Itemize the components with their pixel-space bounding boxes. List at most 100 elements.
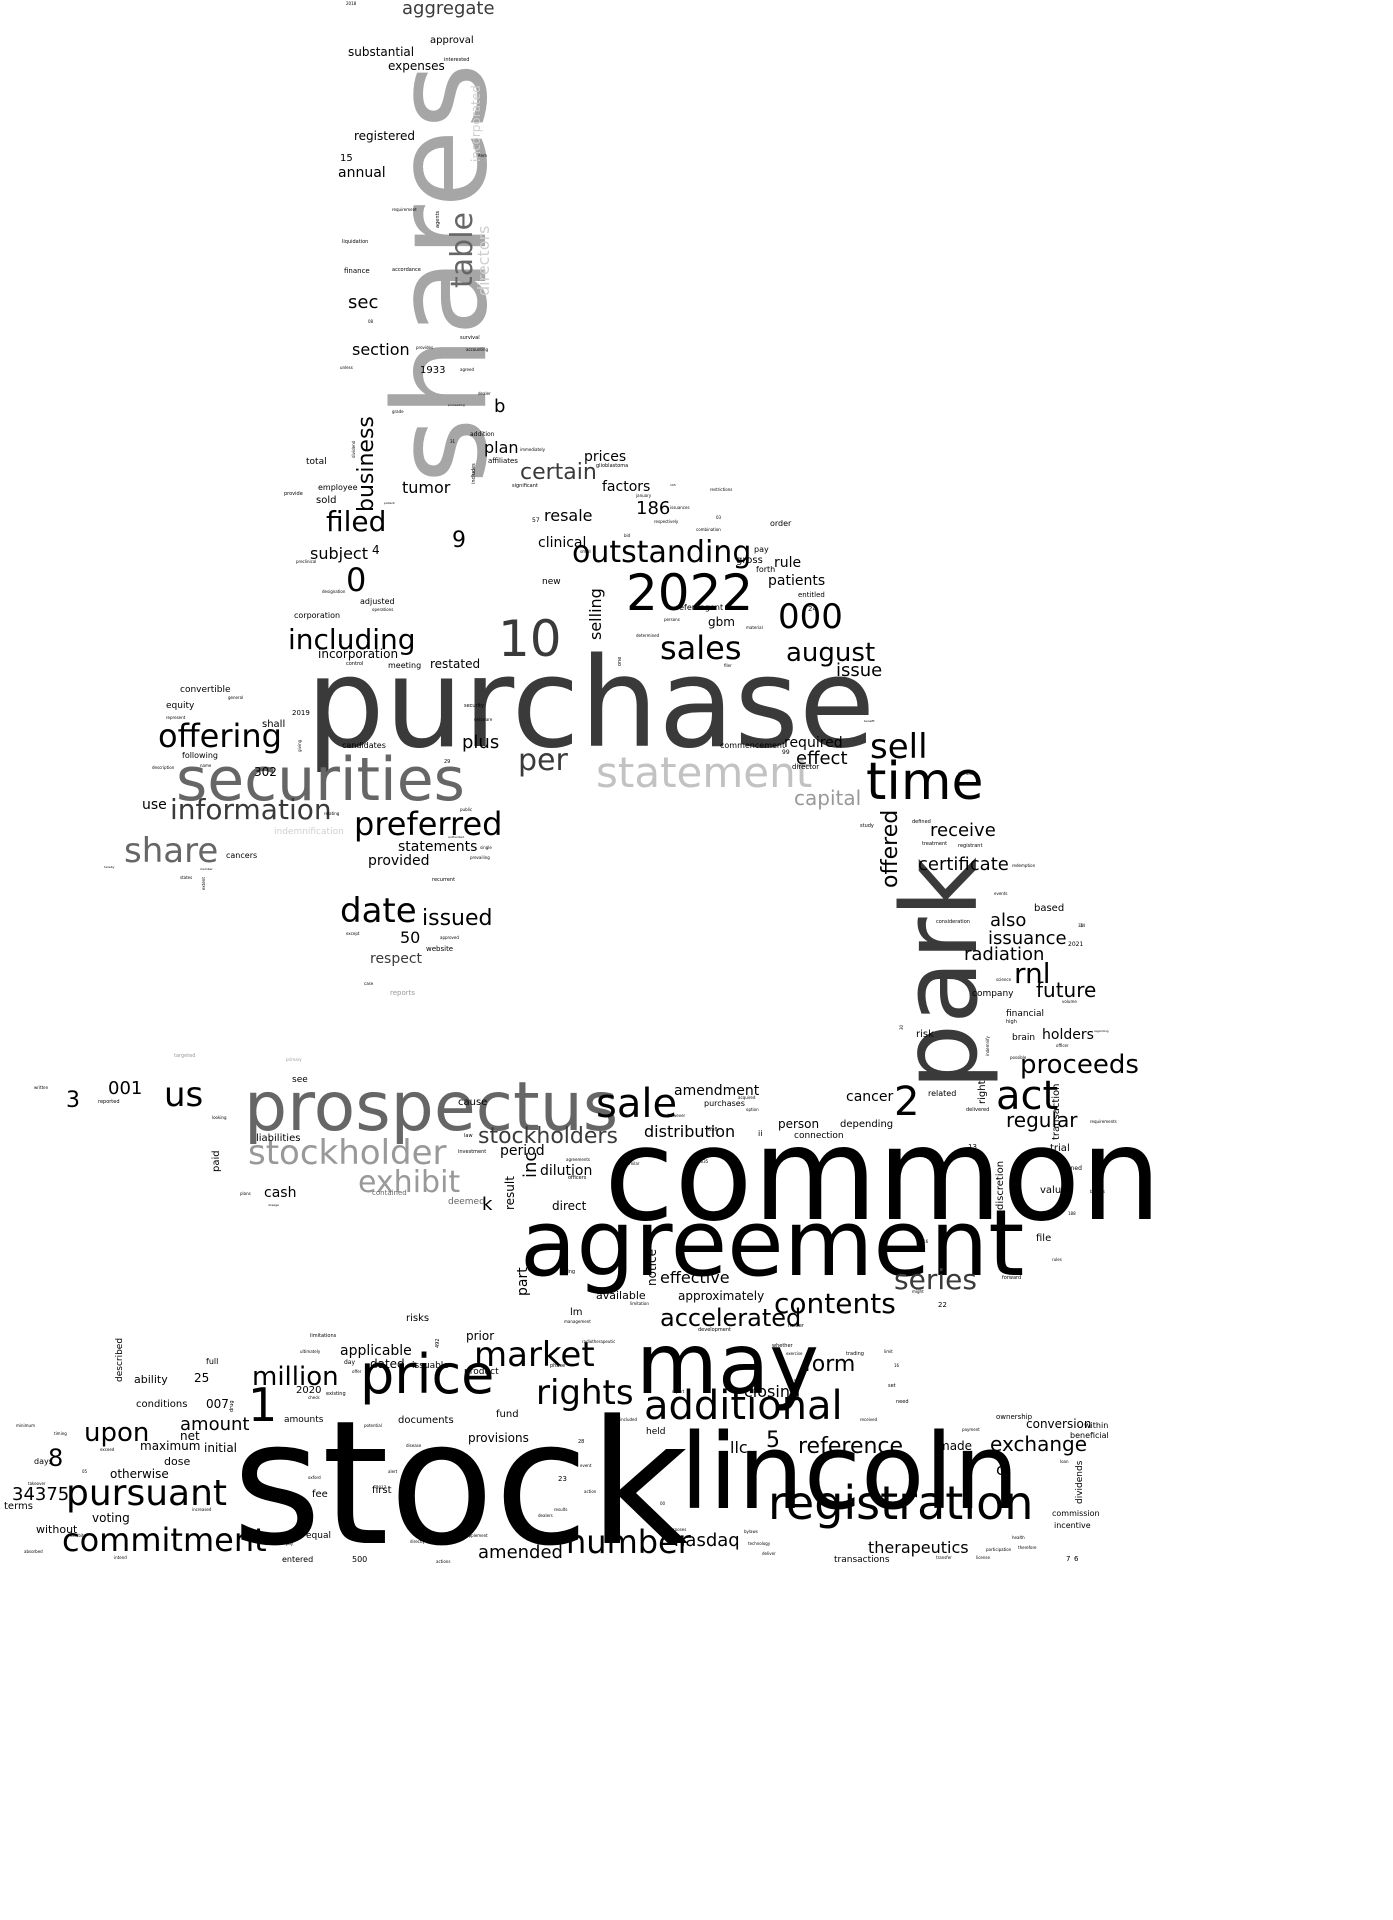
word-commitment: commitment (62, 1521, 267, 1559)
word-14: 14 (1080, 923, 1086, 928)
word-25: 25 (194, 1371, 210, 1385)
word-consideration: consideration (936, 919, 970, 925)
word-expenses: expenses (388, 59, 445, 73)
word-dividends: dividends (1075, 1460, 1085, 1504)
word-alert: alert (388, 1469, 398, 1474)
word-1: 1 (248, 1378, 278, 1432)
word-provisions: provisions (468, 1431, 529, 1445)
word-rnl: rnl (1014, 957, 1051, 990)
word-possible: possible (1010, 1055, 1027, 1060)
word-resale: resale (544, 506, 593, 525)
word-186: 186 (636, 498, 671, 519)
word-patients: patients (768, 573, 826, 589)
word-received: received (860, 1417, 878, 1422)
word-5: 5 (766, 1428, 780, 1453)
word-incorporated: incorporated (469, 85, 483, 162)
word-entered: entered (282, 1555, 314, 1564)
word-small: small (580, 549, 591, 554)
word-required: required (784, 735, 843, 751)
word-gbm: gbm (708, 615, 735, 629)
word-discretion: discretion (995, 1160, 1006, 1210)
word-grade: grade (392, 409, 404, 414)
word-issued: issued (422, 906, 493, 931)
word-provides: provides (416, 345, 434, 350)
word-months: months (958, 771, 974, 776)
word-pursuant: pursuant (66, 1473, 228, 1514)
word-closing: closing (744, 1382, 801, 1401)
word-filed: filed (326, 505, 387, 538)
word-rights: rights (536, 1373, 634, 1413)
word-period: period (500, 1143, 545, 1159)
word-prevailing: prevailing (470, 855, 490, 860)
word-sec: sec (348, 292, 379, 313)
word-refer: refer (676, 603, 696, 612)
word-dated: dated (370, 1357, 405, 1371)
word-market: market (474, 1335, 595, 1375)
word-documents: documents (398, 1415, 454, 1426)
word-9: 9 (452, 528, 466, 553)
word-34: 34 (1078, 923, 1084, 928)
word-within: within (1084, 1421, 1109, 1430)
word-minimum: minimum (16, 1423, 35, 1428)
word-respect: respect (370, 951, 423, 967)
word-maximum: maximum (140, 1439, 201, 1453)
word-3: 3 (66, 1088, 80, 1113)
word-business: business (354, 416, 379, 512)
word-stockholders: stockholders (478, 1124, 618, 1149)
word-indemnify: indemnify (985, 1036, 990, 1056)
word-agreement: agreement (520, 1190, 1025, 1297)
word-transfer: transfer (936, 1555, 952, 1560)
word-statements: statements (398, 839, 478, 855)
word-accordance: accordance (392, 267, 421, 273)
word-ability: ability (134, 1373, 168, 1386)
word-effective: effective (660, 1268, 730, 1287)
word-ultimately: ultimately (300, 1349, 321, 1354)
word-receive: receive (930, 820, 996, 841)
word-control: control (346, 661, 364, 667)
word-officers: officers (568, 1175, 587, 1181)
word-risk: risk (916, 1029, 934, 1040)
word-24: 24 (808, 605, 817, 613)
word-registered: registered (354, 129, 416, 143)
word-sell: sell (870, 727, 928, 767)
word-exhibit: exhibit (358, 1165, 461, 1200)
word-liquidation: liquidation (342, 239, 369, 245)
word-5635: 5635 (698, 1159, 709, 1164)
word-indemnification: indemnification (274, 827, 344, 837)
word-power: power (622, 1489, 638, 1495)
word-radiotherapeutic: radiotherapeutic (582, 1339, 616, 1344)
word-case: case (364, 981, 374, 986)
word-intend: intend (114, 1555, 127, 1560)
word-one: one (617, 656, 623, 666)
word-us: us (164, 1075, 204, 1115)
word-might: might (912, 1289, 924, 1294)
word-existing: existing (326, 1391, 346, 1397)
word-transactions: transactions (834, 1555, 890, 1565)
word-31: 31 (450, 439, 456, 444)
word-preferred: preferred (354, 805, 503, 843)
word-item: item (478, 153, 488, 158)
word-need: need (896, 1399, 909, 1405)
word-reference: reference (798, 1434, 904, 1459)
word-equal: equal (306, 1531, 331, 1541)
word-commencement: commencement (720, 741, 786, 750)
word-offered: offered (878, 809, 903, 888)
word-plans: plans (240, 1191, 251, 1196)
word-provide: provide (284, 491, 303, 497)
word-agreements: agreements (566, 1157, 591, 1162)
word-c: c (996, 1460, 1005, 1479)
word-03: 03 (716, 515, 722, 520)
word-future: future (1036, 978, 1097, 1002)
word-34375: 34375 (12, 1484, 70, 1505)
word-stockholder: stockholder (248, 1133, 447, 1173)
word-directors: directors (474, 225, 493, 296)
word-radiation: radiation (964, 944, 1045, 965)
word-13: 13 (968, 1143, 977, 1151)
word-finance: finance (344, 267, 370, 275)
word-also: also (990, 910, 1027, 931)
word-outstanding: outstanding (572, 535, 752, 570)
word-holders: holders (1042, 1027, 1094, 1043)
word-1933: 1933 (420, 365, 446, 376)
word-k: k (482, 1194, 493, 1215)
word-payment: payment (962, 1427, 980, 1432)
